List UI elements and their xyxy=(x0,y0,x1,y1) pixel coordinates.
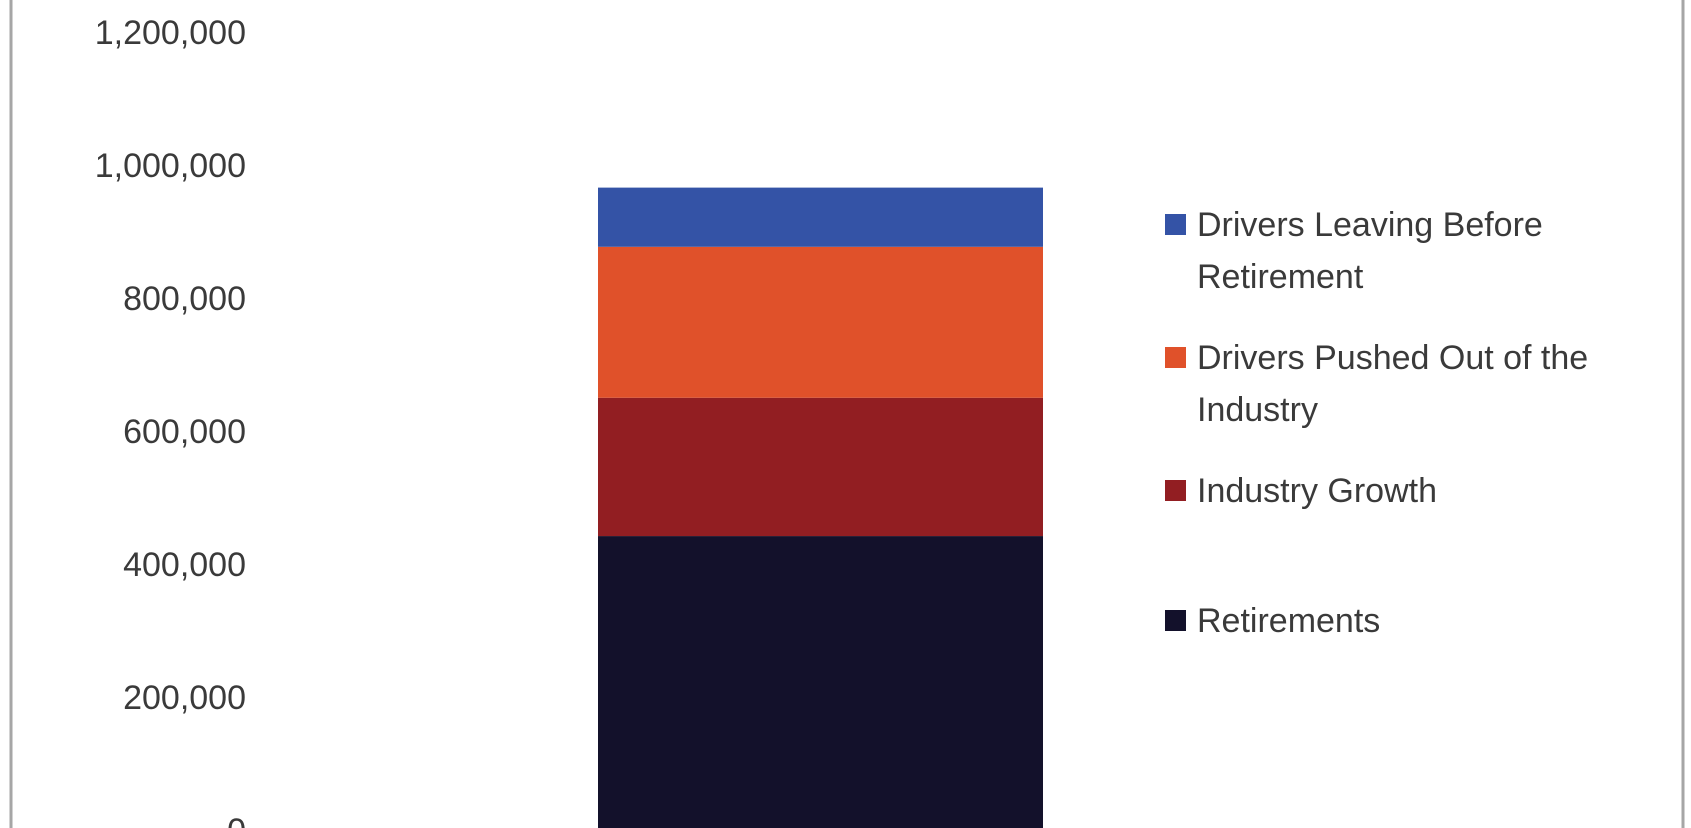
legend-swatch xyxy=(1165,480,1186,501)
y-tick-label: 400,000 xyxy=(123,546,246,584)
legend-label: Retirement xyxy=(1197,258,1364,296)
legend-label: Drivers Pushed Out of the xyxy=(1197,339,1588,377)
y-tick-label: 800,000 xyxy=(123,280,246,318)
bar-segment-3 xyxy=(598,187,1043,247)
legend-swatch xyxy=(1165,610,1186,631)
legend: Drivers Leaving Before Retirement Drivers … xyxy=(1165,206,1588,640)
y-tick-label: 1,000,000 xyxy=(95,147,246,185)
y-tick-label: 600,000 xyxy=(123,413,246,451)
legend-label: Industry Growth xyxy=(1197,472,1437,510)
bar-segment-1 xyxy=(598,397,1043,537)
y-tick-label: 200,000 xyxy=(123,679,246,717)
y-axis: 0 200,000 400,000 600,000 800,000 1,000,000 1,… xyxy=(95,14,246,828)
legend-swatch xyxy=(1165,347,1186,368)
bar-segment-2 xyxy=(598,246,1043,398)
bar-segment-0 xyxy=(598,536,1043,828)
legend-label: Industry xyxy=(1197,391,1318,429)
legend-label: Retirements xyxy=(1197,602,1380,640)
y-tick-label: 1,200,000 xyxy=(95,14,246,52)
bar-stack xyxy=(598,187,1043,828)
y-tick-label: 0 xyxy=(227,812,246,828)
legend-label: Drivers Leaving Before xyxy=(1197,206,1543,244)
legend-swatch xyxy=(1165,214,1186,235)
